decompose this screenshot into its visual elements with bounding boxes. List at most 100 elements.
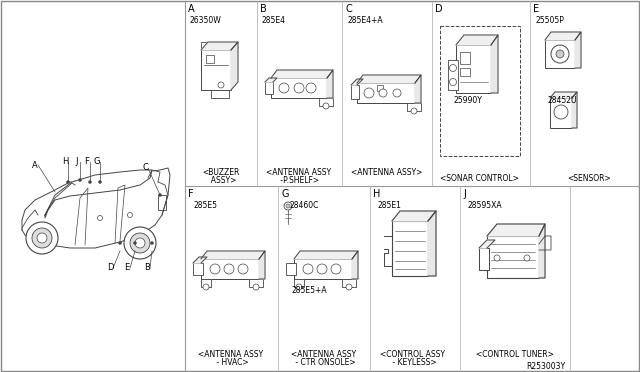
Polygon shape	[259, 251, 265, 279]
Bar	[294, 279, 304, 287]
Circle shape	[26, 222, 58, 254]
Bar	[545, 40, 575, 68]
Bar	[201, 259, 259, 279]
Circle shape	[393, 89, 401, 97]
Circle shape	[494, 255, 500, 261]
Bar	[319, 98, 333, 106]
Text: 28452U: 28452U	[548, 96, 577, 105]
Polygon shape	[294, 251, 358, 259]
Text: ASSY>: ASSY>	[206, 176, 236, 185]
Text: <CONTROL ASSY: <CONTROL ASSY	[381, 350, 445, 359]
Circle shape	[323, 103, 329, 109]
Circle shape	[124, 227, 156, 259]
Bar	[193, 263, 203, 275]
Circle shape	[159, 193, 161, 196]
Circle shape	[150, 241, 154, 244]
Polygon shape	[201, 251, 265, 259]
Bar	[479, 248, 489, 270]
Polygon shape	[352, 251, 358, 279]
Text: B: B	[260, 4, 267, 14]
Text: 285E5: 285E5	[193, 201, 217, 210]
Text: D: D	[107, 263, 113, 273]
Bar	[201, 42, 211, 48]
Circle shape	[67, 180, 70, 183]
Circle shape	[306, 83, 316, 93]
Text: 285E5+A: 285E5+A	[292, 286, 328, 295]
Polygon shape	[487, 224, 545, 236]
Circle shape	[134, 241, 136, 244]
Polygon shape	[572, 92, 577, 128]
Circle shape	[554, 105, 568, 119]
Bar	[460, 68, 470, 76]
Polygon shape	[351, 79, 363, 85]
Circle shape	[130, 233, 150, 253]
Circle shape	[286, 204, 290, 208]
Circle shape	[32, 228, 52, 248]
Bar	[460, 52, 470, 64]
Polygon shape	[545, 32, 581, 40]
Text: D: D	[435, 4, 443, 14]
Text: -P.SHELF>: -P.SHELF>	[278, 176, 319, 185]
Bar	[550, 98, 572, 128]
Bar	[294, 259, 352, 279]
Polygon shape	[327, 70, 333, 98]
Circle shape	[224, 264, 234, 274]
Polygon shape	[193, 257, 207, 263]
Bar	[342, 279, 356, 287]
Text: 25990Y: 25990Y	[454, 96, 483, 105]
Polygon shape	[479, 240, 495, 248]
Circle shape	[135, 238, 145, 248]
Polygon shape	[265, 78, 277, 82]
Circle shape	[284, 202, 292, 210]
Circle shape	[97, 215, 102, 221]
Circle shape	[37, 233, 47, 243]
Polygon shape	[491, 35, 498, 93]
Bar	[286, 263, 296, 275]
Text: F: F	[84, 157, 90, 167]
Bar	[265, 82, 273, 94]
Text: <ANTENNA ASSY: <ANTENNA ASSY	[198, 350, 264, 359]
Bar	[201, 279, 211, 287]
Text: <BUZZER: <BUZZER	[202, 168, 240, 177]
Polygon shape	[271, 70, 333, 78]
Polygon shape	[357, 75, 421, 83]
Text: - KEYLESS>: - KEYLESS>	[390, 358, 436, 367]
Text: 285E4: 285E4	[262, 16, 286, 25]
Bar	[357, 83, 415, 103]
Circle shape	[331, 264, 341, 274]
Text: C: C	[142, 164, 148, 173]
Text: A: A	[188, 4, 195, 14]
Bar	[407, 103, 421, 111]
Text: <SENSOR>: <SENSOR>	[567, 174, 611, 183]
Text: J: J	[463, 189, 466, 199]
Circle shape	[203, 284, 209, 290]
Text: 26350W: 26350W	[190, 16, 221, 25]
Polygon shape	[415, 75, 421, 103]
Text: <SONAR CONTROL>: <SONAR CONTROL>	[440, 174, 518, 183]
Bar	[271, 78, 327, 98]
Circle shape	[524, 255, 530, 261]
Text: <ANTENNA ASSY>: <ANTENNA ASSY>	[351, 168, 422, 177]
Circle shape	[411, 108, 417, 114]
Text: A: A	[32, 160, 38, 170]
Text: 285E1: 285E1	[378, 201, 402, 210]
Polygon shape	[456, 35, 498, 45]
Polygon shape	[550, 92, 577, 98]
Circle shape	[449, 64, 456, 71]
Circle shape	[346, 284, 352, 290]
Polygon shape	[392, 211, 436, 221]
Bar	[249, 279, 263, 287]
Text: R253003Y: R253003Y	[526, 362, 565, 371]
Circle shape	[279, 83, 289, 93]
Text: 25505P: 25505P	[535, 16, 564, 25]
Circle shape	[253, 284, 259, 290]
Circle shape	[303, 264, 313, 274]
Polygon shape	[575, 32, 581, 68]
Text: H: H	[62, 157, 68, 167]
Bar	[392, 221, 428, 276]
Bar	[377, 85, 383, 91]
Text: E: E	[124, 263, 130, 273]
Bar	[448, 60, 458, 90]
Text: G: G	[281, 189, 289, 199]
Bar	[206, 55, 214, 63]
